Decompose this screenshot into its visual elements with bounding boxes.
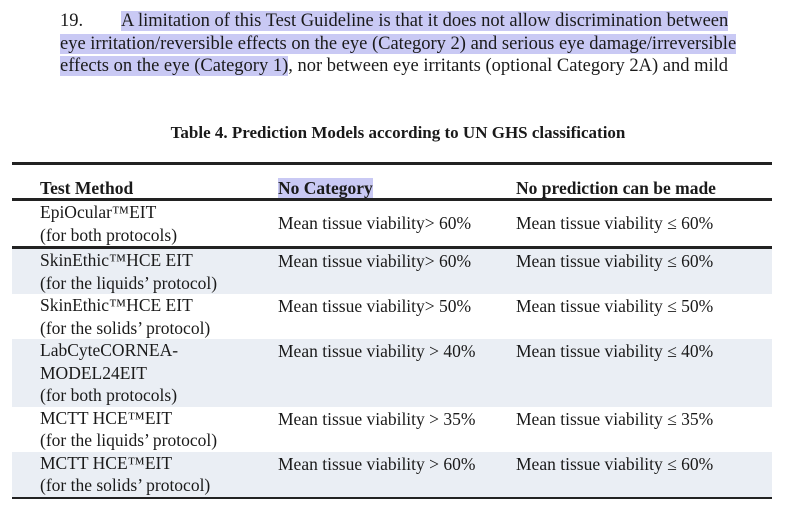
table-row: MCTT HCE™EIT (for the solids’ protocol) … (12, 451, 772, 499)
no-prediction-cell: Mean tissue viability ≤ 40% (506, 339, 772, 407)
prediction-models-table: Test Method No Category No prediction ca… (12, 162, 772, 499)
table-caption: Table 4. Prediction Models according to … (170, 123, 626, 142)
test-method-name-cont: MODEL24EIT (40, 362, 147, 383)
test-method-cell: SkinEthic™HCE EIT (for the liquids’ prot… (12, 246, 270, 294)
test-method-name: EpiOcular™EIT (40, 202, 157, 222)
test-method-protocol: (for both protocols) (40, 224, 178, 245)
test-method-protocol: (for both protocols) (40, 385, 178, 405)
paragraph-text: , nor between eye irritants (optional Ca… (288, 56, 729, 76)
test-method-cell: MCTT HCE™EIT (for the liquids’ protocol) (12, 407, 270, 452)
test-method-cell: MCTT HCE™EIT (for the solids’ protocol) (12, 451, 270, 499)
table-header-row: Test Method No Category No prediction ca… (12, 162, 772, 201)
paragraph-19: 19. A limitation of this Test Guideline i… (60, 10, 760, 78)
highlighted-text: A limitation of this Test Guideline is t… (121, 11, 729, 31)
test-method-protocol: (for the liquids’ protocol) (40, 272, 218, 293)
test-method-cell: SkinEthic™HCE EIT (for the solids’ proto… (12, 294, 270, 339)
paragraph-line-1: 19. A limitation of this Test Guideline i… (60, 10, 760, 33)
table-row: MCTT HCE™EIT (for the liquids’ protocol)… (12, 407, 772, 452)
test-method-cell: LabCyteCORNEA- MODEL24EIT (for both prot… (12, 339, 270, 407)
paragraph-line-2: eye irritation/reversible effects on the… (60, 33, 760, 56)
no-category-cell: Mean tissue viability> 60% (278, 213, 472, 233)
table-row: LabCyteCORNEA- MODEL24EIT (for both prot… (12, 339, 772, 407)
no-category-cell: Mean tissue viability> 60% (270, 246, 506, 294)
no-category-cell: Mean tissue viability > 35% (278, 408, 476, 429)
no-category-cell: Mean tissue viability> 50% (278, 296, 472, 316)
paragraph-number: 19. (60, 11, 84, 31)
no-category-cell: Mean tissue viability > 40% (270, 339, 506, 407)
header-no-prediction: No prediction can be made (506, 162, 772, 201)
test-method-protocol: (for the solids’ protocol) (40, 475, 211, 495)
test-method-name: MCTT HCE™EIT (40, 452, 173, 473)
no-prediction-cell: Mean tissue viability ≤ 35% (516, 408, 714, 429)
test-method-name: SkinEthic™HCE EIT (40, 295, 193, 315)
test-method-protocol: (for the solids’ protocol) (40, 317, 211, 338)
test-method-name: MCTT HCE™EIT (40, 407, 173, 428)
no-prediction-cell: Mean tissue viability ≤ 50% (516, 296, 714, 316)
table-row: EpiOcular™EIT (for both protocols) Mean … (12, 200, 772, 248)
test-method-protocol: (for the liquids’ protocol) (40, 430, 218, 450)
test-method-name: SkinEthic™HCE EIT (40, 250, 193, 270)
highlighted-text: eye irritation/reversible effects on the… (60, 33, 737, 54)
paragraph-line-3: effects on the eye (Category 1), nor bet… (60, 55, 760, 78)
header-no-category: No Category (270, 162, 506, 201)
header-no-category-label: No Category (278, 178, 373, 198)
test-method-cell: EpiOcular™EIT (for both protocols) (12, 200, 270, 248)
header-test-method: Test Method (12, 162, 270, 201)
no-prediction-cell: Mean tissue viability ≤ 60% (506, 451, 772, 499)
highlighted-text: effects on the eye (Category 1) (60, 56, 289, 76)
no-category-cell: Mean tissue viability > 60% (270, 451, 506, 499)
no-prediction-cell: Mean tissue viability ≤ 60% (516, 213, 714, 233)
no-prediction-cell: Mean tissue viability ≤ 60% (506, 246, 772, 294)
test-method-name: LabCyteCORNEA- (40, 340, 179, 360)
table-row: SkinEthic™HCE EIT (for the solids’ proto… (12, 294, 772, 339)
table-row: SkinEthic™HCE EIT (for the liquids’ prot… (12, 246, 772, 294)
